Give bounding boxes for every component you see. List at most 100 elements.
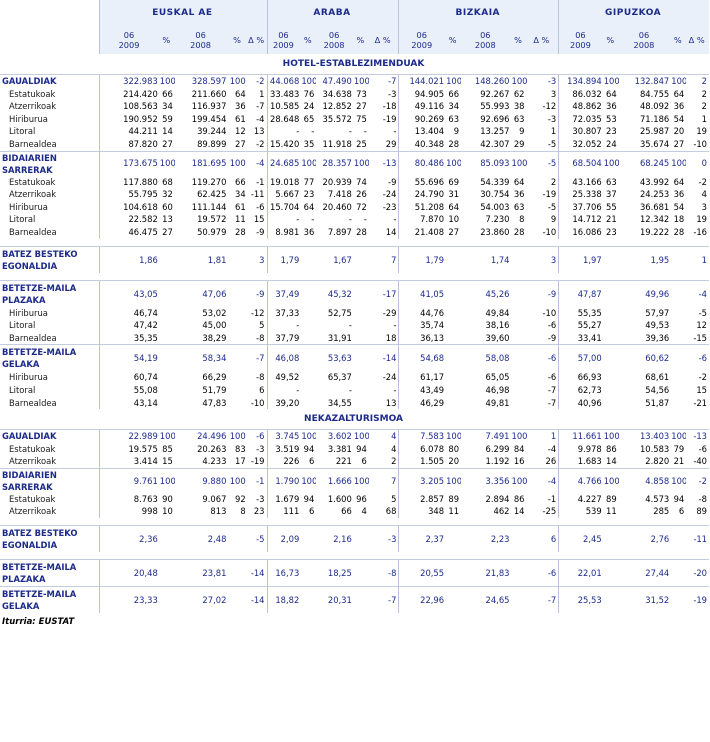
table-cell: 35.674	[639, 138, 670, 149]
table-cell: 72.035	[558, 112, 604, 126]
table-group-row: BETETZE-MAILA GELAKA 54,19 58,34 -7 46,08 53,…	[0, 344, 709, 372]
table-cell	[301, 319, 316, 332]
table-cell: 62	[513, 88, 525, 99]
table-cell	[603, 559, 619, 587]
table-cell: 3.519	[266, 442, 302, 456]
table-cell	[446, 307, 461, 320]
table-cell: 5.667	[266, 188, 302, 201]
table-cell: 94	[303, 493, 315, 504]
table-cell	[603, 586, 619, 614]
table-cell: 20	[448, 456, 460, 467]
table-cell: 2,76	[618, 525, 672, 553]
table-cell: 52,75	[327, 307, 352, 318]
table-cell: 24.790	[398, 188, 447, 201]
table-row: Barnealdea 43,14 47,83 -10 39,20 34,55 13 46,29…	[0, 396, 709, 410]
table-cell: 71.186	[639, 113, 670, 124]
table-cell: 100	[603, 73, 619, 88]
row-label: Litoral	[9, 126, 36, 137]
table-cell: 66,29	[202, 372, 227, 383]
table-cell: 117.880	[99, 175, 160, 189]
row-label: Atzerrikoak	[9, 456, 57, 467]
table-row: Estatukoak 8.763 90 9.067 92 -3 1.679 94 1.600 96…	[0, 492, 709, 506]
table-cell: 73	[356, 88, 367, 99]
row-label: Hiriburua	[9, 201, 48, 212]
table-cell	[446, 384, 461, 397]
table-cell: 14	[385, 226, 397, 237]
table-cell: 34	[162, 101, 173, 112]
table-cell: 13	[385, 397, 397, 408]
column-header: %	[603, 26, 619, 54]
table-cell	[446, 279, 462, 307]
table-row: Hiriburua 190.952 59 199.454 61 -4 28.648 65 35.…	[0, 112, 709, 126]
table-cell: -24	[382, 189, 397, 200]
table-cell: 100	[671, 73, 687, 88]
table-cell: 34.638	[322, 88, 352, 99]
table-cell: 2.857	[398, 492, 447, 506]
table-cell: 1	[550, 126, 557, 137]
table-cell: 2,45	[558, 525, 604, 553]
table-cell: 66	[341, 506, 352, 517]
table-cell: 89	[448, 493, 460, 504]
table-cell: 49,52	[266, 371, 302, 384]
table-cell: 68,61	[645, 372, 670, 383]
table-cell: 100	[228, 150, 248, 176]
table-cell: 35,74	[398, 319, 447, 332]
table-cell	[671, 319, 686, 332]
table-cell: 90.269	[398, 112, 447, 126]
table-cell: 100	[228, 73, 248, 88]
table-cell: 1,67	[316, 245, 354, 273]
table-cell: 50.979	[197, 226, 227, 237]
table-cell: 1	[686, 245, 709, 273]
table-cell: 10	[448, 214, 460, 225]
column-header: 06 2008	[461, 26, 512, 54]
table-cell: 8	[519, 214, 525, 225]
table-cell: 1,95	[618, 245, 672, 273]
table-cell: 2,37	[398, 525, 447, 553]
table-cell: -	[393, 320, 397, 331]
table-cell: 32	[162, 189, 173, 200]
table-cell: -29	[382, 307, 397, 318]
table-cell: 19.222	[639, 226, 670, 237]
table-cell: 28	[235, 226, 246, 237]
table-cell: 60	[162, 201, 173, 212]
table-cell	[353, 586, 369, 614]
table-cell	[604, 307, 619, 320]
table-cell: 34,55	[327, 397, 352, 408]
table-cell: 61	[235, 113, 246, 124]
table-cell: 4	[368, 429, 399, 443]
column-header: %	[228, 26, 248, 54]
table-row: Atzerrikoak 108.563 34 116.937 36 -7 10.585 24 1…	[0, 100, 709, 113]
table-cell	[228, 279, 248, 307]
table-cell: 13	[253, 126, 265, 137]
table-cell: 31,52	[618, 586, 672, 614]
table-cell: 38,29	[202, 332, 227, 343]
table-cell: 100	[159, 73, 175, 88]
table-cell: 100	[301, 467, 317, 493]
table-cell: 36.681	[639, 201, 670, 212]
table-cell: 16.086	[558, 225, 604, 239]
table-cell: 42.307	[480, 138, 510, 149]
spacer-row	[0, 552, 709, 560]
table-cell	[671, 586, 687, 614]
table-cell: 47,06	[174, 279, 229, 307]
table-cell: 49,96	[618, 279, 672, 307]
table-row: Atzerrikoak 3.414 15 4.233 17 -19 226 6 221 6 2 1.5…	[0, 455, 709, 469]
table-cell: 41,05	[398, 279, 447, 307]
table-cell: 348	[398, 505, 447, 519]
table-cell: 86	[513, 493, 525, 504]
table-cell	[353, 344, 369, 372]
table-row: Litoral 47,42 45,00 5- - -35,74 38,16 -6 55,27 49…	[0, 319, 709, 332]
table-cell	[512, 371, 527, 384]
table-row: Litoral 55,08 51,79 6- - -43,49 46,98 -7 62,73 54…	[0, 383, 709, 397]
table-cell: 77	[303, 176, 315, 187]
table-cell: 100	[671, 150, 687, 176]
table-cell: -9	[388, 176, 397, 187]
table-cell: 12.852	[322, 101, 352, 112]
table-cell	[160, 307, 175, 320]
table-cell: 21.408	[398, 225, 447, 239]
table-cell: 33.483	[266, 87, 302, 101]
table-cell: 64	[235, 88, 246, 99]
table-cell: 45,32	[316, 279, 354, 307]
table-cell: 39,36	[645, 332, 670, 343]
table-cell: -14	[247, 586, 267, 614]
